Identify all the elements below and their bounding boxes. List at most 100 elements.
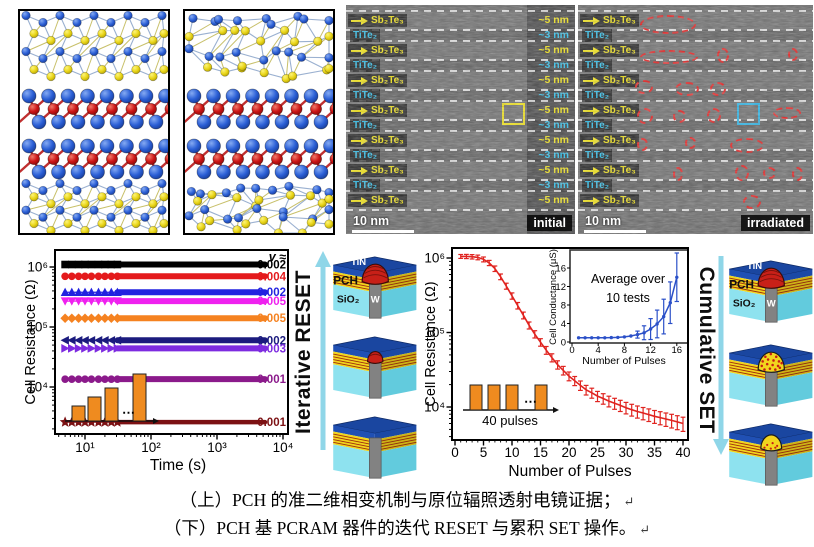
tem-layer-chip: TiTe₂ (582, 29, 613, 42)
layer-boundary-dashes (578, 119, 813, 121)
layer-boundary-dashes (578, 40, 813, 42)
tem-layer-label: Sb₂Te₃ (371, 45, 404, 56)
tem-layer-chip: TiTe₂ (582, 149, 613, 162)
layer-arrow-icon (351, 76, 368, 85)
pcram-device-reset-small-dome (326, 325, 420, 405)
amorphized-region-outline (730, 138, 764, 153)
tem-state-label: irradiated (741, 215, 810, 231)
tem-layer-chip: Sb₂Te₃ (348, 134, 407, 147)
amorphized-region-outline (735, 165, 749, 181)
x-tick-label: 10¹ (75, 440, 95, 455)
layer-thickness-label: ~5 nm (538, 104, 569, 116)
layer-boundary-dashes (578, 29, 813, 31)
set-down-arrow-icon (713, 256, 729, 455)
device-schematic-art (333, 336, 417, 399)
layer-thickness-label: ~5 nm (538, 134, 569, 146)
tem-layer-chip: Sb₂Te₃ (580, 14, 639, 27)
layer-thickness-label: ~5 nm (538, 164, 569, 176)
caption-top: （上）PCH 的准二维相变机制与原位辐照透射电镜证据； ↵ (0, 487, 814, 515)
inset-x-tick: 4 (596, 345, 601, 356)
amorphized-region-outline (673, 167, 683, 181)
tem-layer-chip: Sb₂Te₃ (580, 104, 639, 117)
highlight-box (502, 103, 525, 125)
inset-x-tick: 12 (645, 345, 656, 356)
amorphized-region-outline (637, 108, 653, 124)
amorphized-region-outline (707, 108, 721, 123)
inset-x-tick: 0 (569, 345, 574, 356)
tem-layer-label: TiTe₂ (585, 180, 610, 191)
layer-boundary-dashes (578, 10, 813, 12)
figure-captions: （上）PCH 的准二维相变机制与原位辐照透射电镜证据； ↵ （下）PCH 基 PC… (0, 487, 814, 543)
inset-y-tick: 0 (561, 338, 566, 349)
pulse-bar (469, 384, 483, 411)
layer-boundary-dashes (346, 209, 575, 211)
x-tick-label: 10 (504, 445, 519, 460)
layer-thickness-label: ~3 nm (538, 119, 569, 131)
device-schematic-art (729, 423, 813, 486)
pulse-bar (132, 373, 147, 422)
amorphized-region-outline (717, 48, 729, 63)
layer-arrow-icon (351, 16, 368, 25)
tem-layer-label: Sb₂Te₃ (603, 195, 636, 206)
structure-panel-pristine (18, 9, 170, 235)
pulse-bar (534, 384, 548, 411)
layer-arrow-icon (351, 166, 368, 175)
y-tick-label: 10⁴ (425, 400, 445, 415)
amorphized-region-outline (743, 195, 761, 209)
series-voltage-label: 0.002 (257, 287, 286, 299)
pcram-device-set-amorphous: TiN PCH SiO₂ W (722, 249, 814, 329)
inset-x-tick: 16 (672, 345, 683, 356)
x-axis-title: Number of Pulses (508, 463, 631, 480)
tem-layer-label: Sb₂Te₃ (371, 15, 404, 26)
tem-layer-chip: Sb₂Te₃ (348, 194, 407, 207)
tem-layer-label: TiTe₂ (353, 90, 378, 101)
tem-layer-chip: TiTe₂ (350, 59, 381, 72)
layer-boundary-dashes (578, 149, 813, 151)
layer-thickness-label: ~5 nm (538, 194, 569, 206)
layer-boundary-dashes (578, 100, 813, 102)
tem-layer-label: TiTe₂ (353, 180, 378, 191)
y-tick-label: 10⁶ (27, 260, 48, 275)
inset-x-tick: 8 (622, 345, 627, 356)
tem-layer-chip: TiTe₂ (582, 59, 613, 72)
x-tick-label: 10⁴ (273, 440, 294, 455)
legend-header: v ≈ (269, 250, 286, 264)
ellipsis: ⋯ (122, 405, 135, 420)
amorphized-region-outline (640, 15, 696, 34)
device-schematic-art: TiN PCH SiO₂ W (333, 256, 417, 319)
structure-panel-amorphized (183, 9, 335, 235)
layer-thickness-label: ~3 nm (538, 149, 569, 161)
layer-thickness-label: ~5 nm (538, 44, 569, 56)
atom-lattice-art (20, 11, 168, 233)
layer-boundary-dashes (346, 10, 575, 12)
crystal-structure-art (20, 11, 168, 233)
layer-arrow-icon (583, 76, 600, 85)
tem-layer-chip: TiTe₂ (582, 119, 613, 132)
device-schematic-art (333, 416, 417, 479)
amorphous-structure-art (185, 11, 333, 233)
x-tick-label: 10³ (207, 440, 227, 455)
tem-layer-label: TiTe₂ (353, 150, 378, 161)
layer-boundary-dashes (578, 130, 813, 132)
tem-layer-label: Sb₂Te₃ (603, 135, 636, 146)
layer-thickness-label: ~5 nm (538, 14, 569, 26)
pcram-device-reset-none (326, 405, 420, 485)
ellipsis: ⋯ (524, 394, 537, 409)
scale-bar (584, 230, 646, 233)
layer-boundary-dashes (578, 160, 813, 162)
tem-layer-label: TiTe₂ (353, 120, 378, 131)
sio2-label: SiO₂ (337, 295, 360, 306)
series-voltage-label: 0.005 (257, 296, 286, 308)
inset-y-tick: 16 (555, 264, 566, 275)
x-axis-title: Time (s) (150, 457, 206, 474)
atom-lattice-art (185, 11, 333, 233)
tem-layer-label: TiTe₂ (353, 60, 378, 71)
tem-layer-chip: Sb₂Te₃ (580, 74, 639, 87)
inset-y-tick: 4 (561, 319, 566, 330)
tem-layer-chip: TiTe₂ (350, 89, 381, 102)
caption-bottom: （下）PCH 基 PCRAM 器件的迭代 RESET 与累积 SET 操作。 ↵ (0, 515, 814, 543)
pulse-bar (87, 396, 102, 422)
